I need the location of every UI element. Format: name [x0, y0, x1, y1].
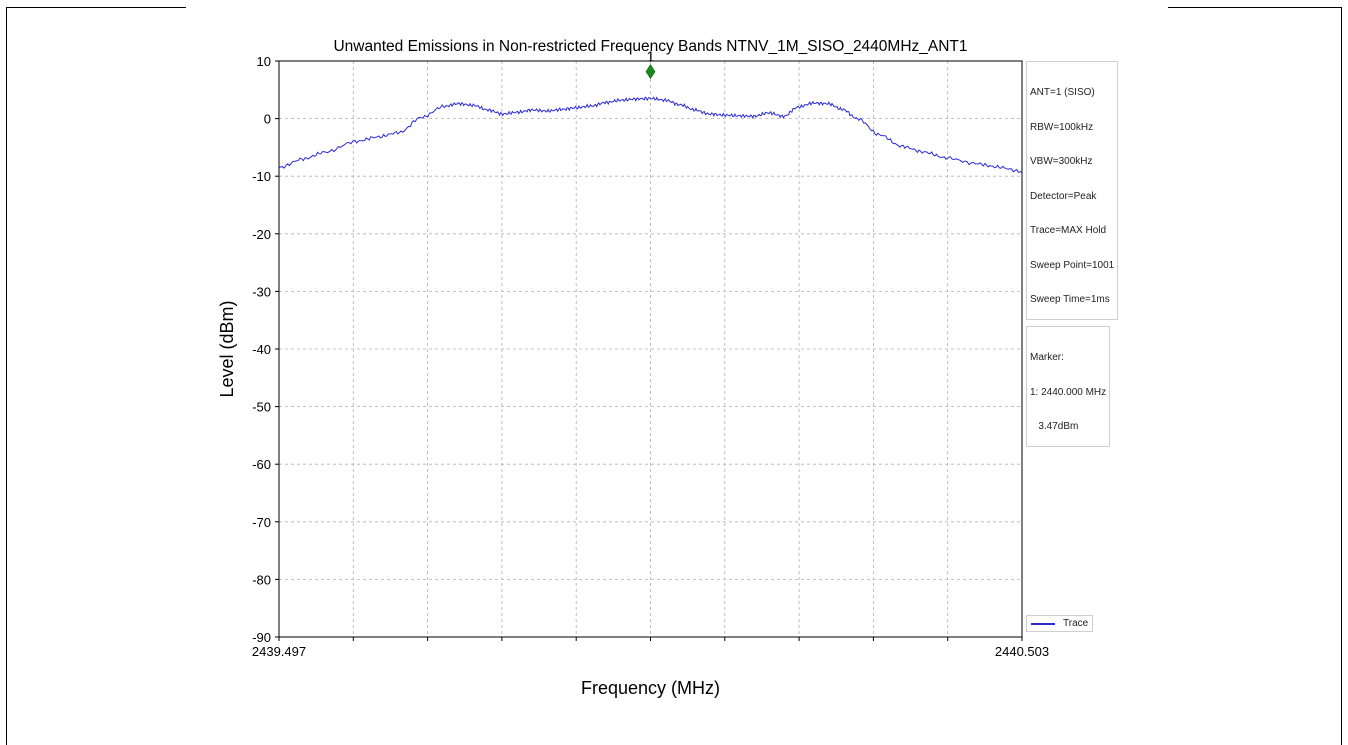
y-tick-label: -90: [252, 630, 271, 645]
peak-marker-diamond: [645, 64, 656, 80]
legend-label-trace: Trace: [1063, 618, 1089, 629]
settings-line: ANT=1 (SISO): [1030, 87, 1095, 98]
marker-readout-line: Marker:: [1030, 352, 1064, 363]
trace-series-line: [278, 96, 1023, 173]
y-tick-label: -10: [252, 169, 271, 184]
grid: [279, 60, 1022, 638]
x-tick-label: 2439.497: [252, 644, 306, 659]
marker-readout-line: 1: 2440.000 MHz: [1030, 386, 1107, 398]
peak-marker: 1: [645, 49, 656, 80]
y-tick-label: -30: [252, 284, 271, 299]
x-axis-label: Frequency (MHz): [581, 678, 720, 698]
measurement-settings-box: ANT=1 (SISO) RBW=100kHz VBW=300kHz Detec…: [1026, 61, 1119, 320]
marker-readout-box: Marker: 1: 2440.000 MHz 3.47dBm: [1026, 326, 1111, 447]
y-tick-label: -70: [252, 515, 271, 530]
settings-line: Detector=Peak: [1030, 190, 1097, 202]
y-tick-label: 10: [257, 54, 271, 69]
y-tick-label: 0: [264, 112, 271, 127]
y-axis-ticks: 10 0 -10 -20 -30 -40 -50 -60 -70 -80 -90: [252, 54, 279, 645]
settings-line: RBW=100kHz: [1030, 121, 1094, 133]
x-axis-ticks: 2439.497 2440.503: [252, 637, 1049, 659]
frame-right-rule: [1341, 7, 1342, 745]
y-tick-label: -80: [252, 572, 271, 587]
settings-line: Trace=MAX Hold: [1030, 225, 1107, 236]
settings-line: Sweep Time=1ms: [1030, 294, 1110, 305]
y-axis-label: Level (dBm): [217, 300, 237, 397]
y-tick-label: -50: [252, 400, 271, 415]
y-tick-label: -20: [252, 227, 271, 242]
marker-readout-line: 3.47dBm: [1030, 421, 1079, 432]
top-rule-right: [1168, 7, 1342, 8]
legend: Trace: [1026, 615, 1094, 632]
settings-line: VBW=300kHz: [1030, 156, 1093, 167]
settings-line: Sweep Point=1001: [1030, 259, 1115, 271]
y-tick-label: -60: [252, 457, 271, 472]
peak-marker-label: 1: [646, 49, 654, 66]
top-rule-left: [6, 7, 186, 8]
frame-left-rule: [6, 7, 7, 745]
chart-title: Unwanted Emissions in Non-restricted Fre…: [333, 38, 967, 55]
legend-swatch-trace: [1031, 622, 1055, 625]
x-tick-label: 2440.503: [995, 644, 1049, 659]
y-tick-label: -40: [252, 342, 271, 357]
